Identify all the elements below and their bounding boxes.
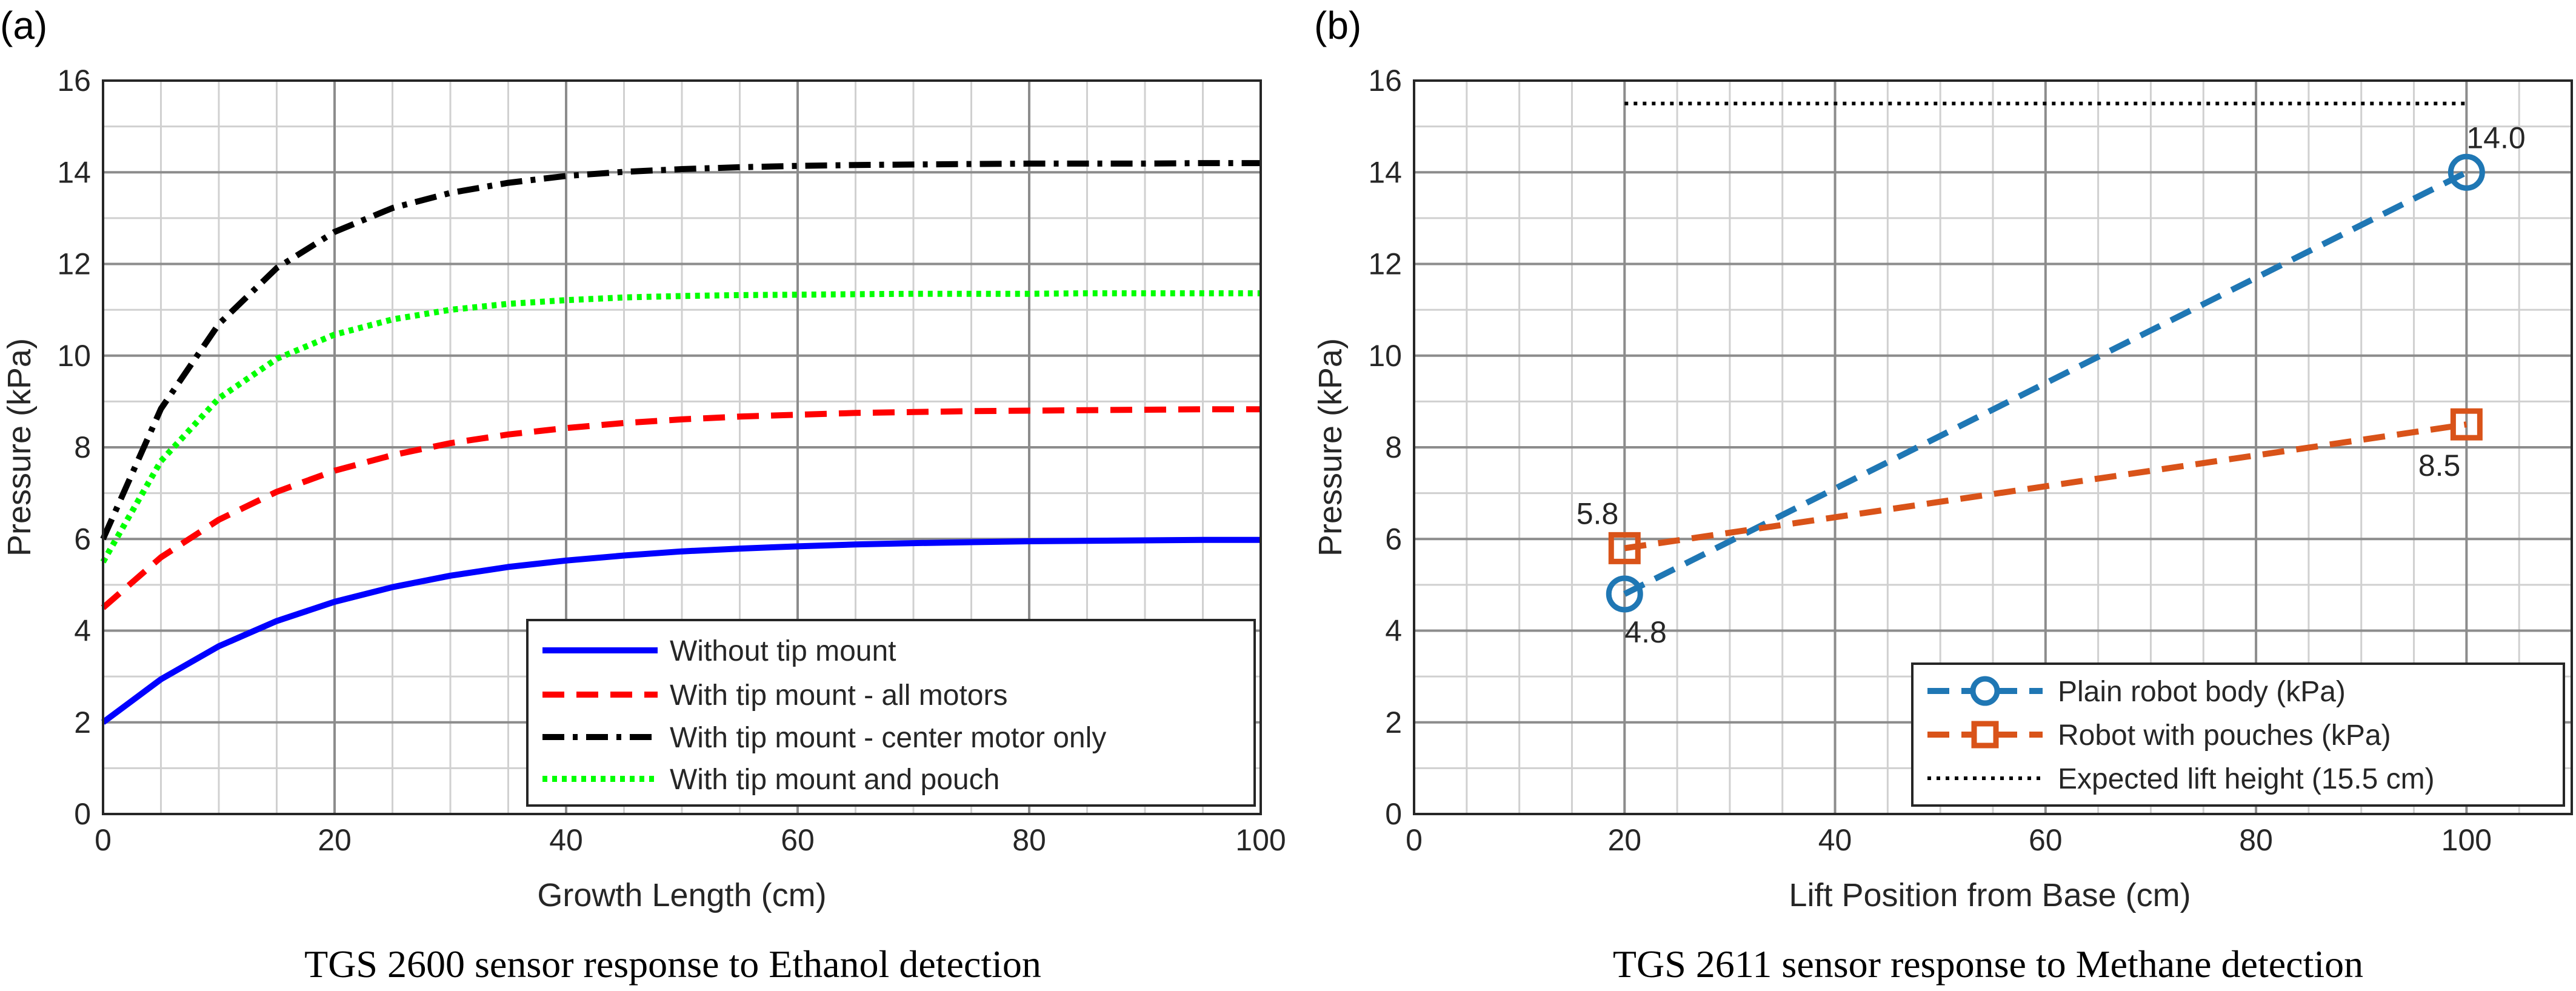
panel-b-ytick-label: 12 xyxy=(1368,247,1402,281)
panel-a-label: (a) xyxy=(0,4,47,47)
panel-b-ytick-label: 8 xyxy=(1385,430,1402,464)
panel-b-ytick-label: 2 xyxy=(1385,706,1402,739)
legend-label-center-motor: With tip mount - center motor only xyxy=(670,722,1106,754)
panel-b-data-label: 14.0 xyxy=(2466,121,2525,155)
panel-b-xtick-label: 100 xyxy=(2441,823,2492,857)
legend-label-expected-lift: Expected lift height (15.5 cm) xyxy=(2058,763,2435,795)
panel-a-ytick-label: 8 xyxy=(74,430,91,464)
panel-a-caption: TGS 2600 sensor response to Ethanol dete… xyxy=(304,943,1041,986)
panel-a-series-line-3 xyxy=(100,290,1261,564)
panel-b-xtick-label: 40 xyxy=(1818,823,1852,857)
panel-a-xtick-label: 100 xyxy=(1235,823,1286,857)
panel-b-ytick-label: 16 xyxy=(1368,64,1402,98)
panel-b-label: (b) xyxy=(1314,4,1361,47)
panel-a-ytick-label: 0 xyxy=(74,797,91,831)
panel-b-xtick-label: 0 xyxy=(1406,823,1423,857)
panel-a-ytick-label: 14 xyxy=(57,155,91,189)
panel-a-xtick-label: 20 xyxy=(318,823,352,857)
panel-b-xlabel: Lift Position from Base (cm) xyxy=(1789,877,2191,913)
panel-a-ylabel: Pressure (kPa) xyxy=(1,338,38,556)
panel-b-series xyxy=(1623,101,2468,597)
panel-a-xtick-label: 0 xyxy=(95,823,112,857)
panel-b-xtick-label: 60 xyxy=(2029,823,2063,857)
panel-b-ytick-label: 14 xyxy=(1368,155,1402,189)
panel-a-ytick-label: 4 xyxy=(74,614,91,648)
panel-b-legend-box xyxy=(1911,662,2565,807)
panel-b-ytick-label: 4 xyxy=(1385,614,1402,648)
panel-b-caption: TGS 2611 sensor response to Methane dete… xyxy=(1613,943,2363,986)
legend-label-robot-pouches: Robot with pouches (kPa) xyxy=(2058,719,2391,752)
panel-a-ytick-label: 16 xyxy=(57,64,91,98)
panel-b-ytick-label: 6 xyxy=(1385,522,1402,556)
panel-b-axes xyxy=(1413,79,2573,815)
panel-b-ytick-label: 10 xyxy=(1368,339,1402,373)
panel-b-xtick-label: 80 xyxy=(2239,823,2273,857)
panel-b-point-marker xyxy=(1608,532,1641,564)
legend-marker-robot-pouches xyxy=(1971,721,1999,749)
panel-b-series-line-0 xyxy=(1623,169,2468,597)
panel-b-ticks: 0 20 40 60 80 100 0 2 4 6 8 10 12 14 16 xyxy=(1368,64,2492,857)
panel-b-markers: 4.8 14.0 5.8 8.5 xyxy=(1577,121,2526,649)
panel-a-ticks: 0 20 40 60 80 100 0 2 4 6 8 10 12 14 16 xyxy=(57,64,1286,857)
panel-b-series-line-1 xyxy=(1624,421,2468,552)
panel-a-xtick-label: 60 xyxy=(781,823,815,857)
panel-b-ytick-label: 0 xyxy=(1385,797,1402,831)
panel-b-point-marker xyxy=(2448,153,2485,191)
panel-b-legend: Plain robot body (kPa) Robot with pouche… xyxy=(1911,662,2565,807)
panel-a-ytick-label: 10 xyxy=(57,339,91,373)
legend-label-plain-robot: Plain robot body (kPa) xyxy=(2058,676,2346,708)
panel-a-series-line-1 xyxy=(101,406,1261,610)
panel-a-axes xyxy=(102,79,1262,815)
panel-a-series-line-0 xyxy=(101,536,1261,725)
panel-a-series-line-2 xyxy=(100,160,1261,541)
panel-a-xtick-label: 80 xyxy=(1012,823,1046,857)
legend-marker-plain-robot xyxy=(1970,676,2000,706)
panel-a-xlabel: Growth Length (cm) xyxy=(537,877,826,913)
panel-a-legend: Without tip mount With tip mount - all m… xyxy=(526,619,1256,807)
panel-a-ytick-label: 2 xyxy=(74,706,91,739)
panel-a-ytick-label: 6 xyxy=(74,522,91,556)
panel-b-data-label: 8.5 xyxy=(2418,449,2461,482)
panel-b-xtick-label: 20 xyxy=(1607,823,1641,857)
panel-b-ylabel: Pressure (kPa) xyxy=(1312,338,1349,556)
panel-b-data-label: 4.8 xyxy=(1624,615,1667,649)
legend-label-without-tip-mount: Without tip mount xyxy=(670,635,896,667)
legend-label-all-motors: With tip mount - all motors xyxy=(670,679,1007,712)
panel-a-ytick-label: 12 xyxy=(57,247,91,281)
legend-label-tip-mount-pouch: With tip mount and pouch xyxy=(670,764,999,796)
panel-b-point-marker xyxy=(2450,408,2483,441)
panel-b-data-label: 5.8 xyxy=(1577,496,1619,530)
panel-b-point-marker xyxy=(1606,575,1643,613)
panel-a-series xyxy=(100,160,1261,725)
panel-a-xtick-label: 40 xyxy=(549,823,583,857)
